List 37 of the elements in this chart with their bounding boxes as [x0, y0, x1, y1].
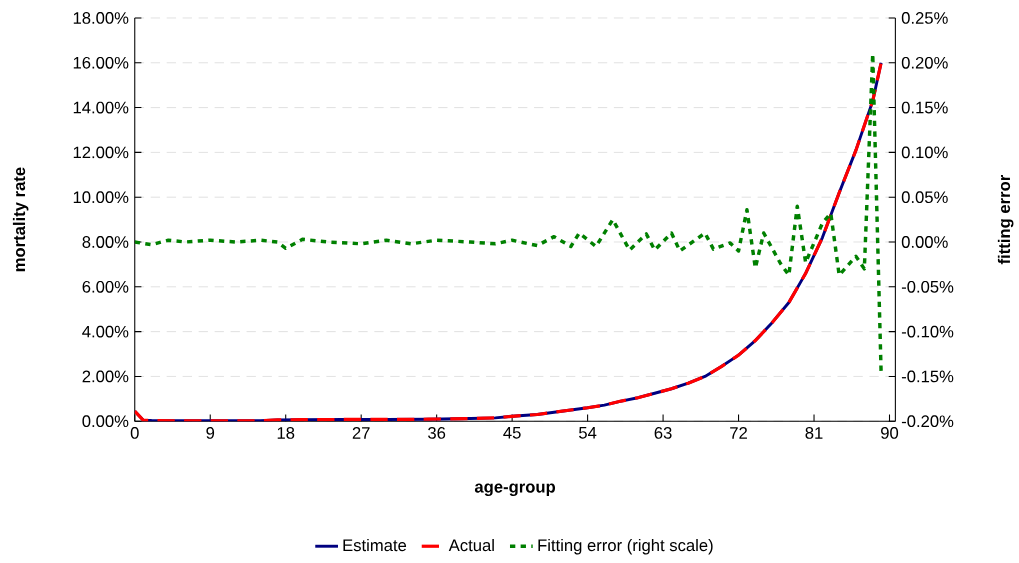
y-tick-label: 10.00% — [73, 191, 129, 204]
x-tick-label: 36 — [428, 427, 446, 439]
y2-tick-label: 0.25% — [901, 12, 948, 24]
y-tick-label: 16.00% — [73, 56, 129, 69]
y-tick-label: 12.00% — [73, 146, 129, 159]
x-tick-label: 0 — [130, 427, 139, 439]
y2-tick-label: -0.10% — [901, 325, 954, 338]
x-tick-label: 18 — [277, 427, 295, 439]
x-tick-label: 45 — [503, 427, 521, 439]
y2-tick-label: -0.20% — [901, 415, 954, 428]
y-tick-label: 0.00% — [82, 415, 129, 428]
x-tick-label: 9 — [206, 427, 215, 439]
x-tick-label: 81 — [805, 427, 823, 439]
x-tick-label: 90 — [881, 427, 899, 439]
x-tick-label: 63 — [654, 427, 672, 439]
y-axis-title: mortality rate — [12, 167, 29, 272]
y2-tick-label: 0.00% — [901, 236, 948, 248]
y-tick-label: 8.00% — [82, 236, 129, 248]
x-tick-label: 54 — [579, 427, 597, 439]
y-tick-label: 18.00% — [73, 12, 129, 24]
y2-tick-label: 0.15% — [901, 101, 948, 114]
x-tick-label: 72 — [730, 427, 747, 439]
y-tick-label: 6.00% — [82, 280, 129, 293]
y-tick-label: 4.00% — [82, 325, 129, 338]
y2-tick-label: 0.10% — [901, 146, 948, 159]
legend-label: Fitting error (right scale) — [538, 538, 713, 555]
x-tick-label: 27 — [352, 427, 370, 439]
legend-label: Actual — [448, 538, 494, 552]
y2-tick-label: 0.20% — [901, 56, 948, 69]
y-tick-label: 14.00% — [73, 101, 129, 114]
y2-tick-label: -0.15% — [901, 370, 954, 383]
y-tick-label: 2.00% — [82, 370, 129, 383]
legend-label: Estimate — [343, 538, 407, 552]
y2-tick-label: -0.05% — [901, 280, 954, 293]
y2-axis-title: fitting error — [997, 175, 1014, 265]
x-axis-title: age-group — [474, 483, 556, 497]
y2-tick-label: 0.05% — [901, 191, 948, 204]
